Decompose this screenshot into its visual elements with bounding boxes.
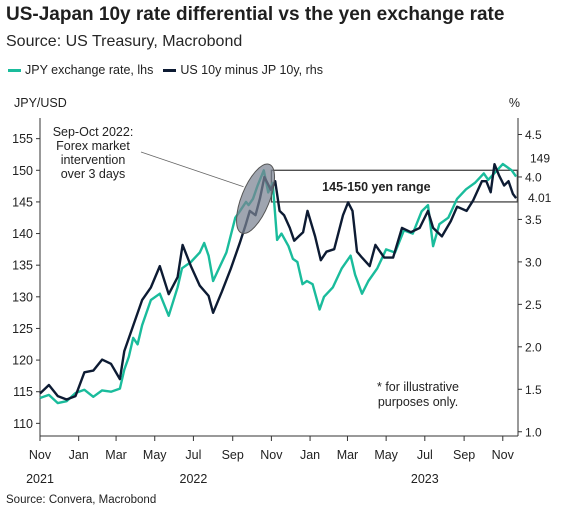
y-right-tick-label: 3.0	[525, 255, 542, 269]
y-right-tick-label: 4.0	[525, 170, 542, 184]
line-chart: JPY/USD % 110 115 120 125 130 135 140 145 150 155 1.…	[12, 96, 552, 486]
legend-label-spread: US 10y minus JP 10y, rhs	[180, 63, 323, 77]
x-tick-label: Jan	[69, 448, 89, 462]
intervention-annotation-line: Forex market	[56, 139, 130, 153]
x-tick-label: May	[374, 448, 398, 462]
y-left-tick-label: 145	[12, 195, 33, 209]
y-left-tick-label: 135	[12, 259, 33, 273]
x-tick-label: Nov	[29, 448, 52, 462]
x-tick-label: Nov	[260, 448, 283, 462]
source-footnote: Source: Convera, Macrobond	[6, 494, 157, 506]
y-right-tick-label: 1.5	[525, 383, 542, 397]
jpy-end-label: 149	[530, 152, 550, 166]
y-left-tick-label: 115	[13, 385, 33, 399]
intervention-leader-line	[140, 151, 244, 188]
x-tick-label: Sep	[222, 448, 244, 462]
y-left-tick-label: 110	[13, 417, 33, 431]
chart-subtitle: Source: US Treasury, Macrobond	[6, 33, 243, 50]
x-tick-year-label: 2022	[180, 472, 208, 486]
y-right-tick-label: 2.5	[525, 298, 542, 312]
y-left-tick-label: 125	[12, 322, 33, 336]
y-left-tick-label: 120	[12, 354, 33, 368]
x-tick-year-label: 2021	[26, 472, 54, 486]
y-right-tick-label: 2.0	[525, 340, 542, 354]
intervention-ellipse	[236, 163, 276, 234]
legend-item-spread: US 10y minus JP 10y, rhs	[163, 63, 323, 77]
y-left-tick-label: 155	[12, 132, 33, 146]
x-tick-label: Mar	[337, 448, 359, 462]
legend-item-jpy: JPY exchange rate, lhs	[8, 63, 153, 77]
x-tick-label: Nov	[492, 448, 515, 462]
y-right-tick-label: 1.0	[525, 425, 542, 439]
x-tick-year-label: 2023	[411, 472, 439, 486]
legend-swatch-jpy	[8, 68, 21, 72]
spread-end-label: 4.01	[528, 191, 552, 205]
x-tick-label: Jan	[300, 448, 320, 462]
legend-label-jpy: JPY exchange rate, lhs	[25, 63, 154, 77]
us-jp-10y-spread-line	[39, 163, 518, 401]
y-axis-right-title: %	[509, 96, 520, 110]
intervention-annotation-line: intervention	[61, 153, 126, 167]
x-tick-label: Jul	[417, 448, 433, 462]
legend-swatch-spread	[163, 68, 177, 72]
y-right-tick-label: 4.5	[525, 128, 542, 142]
x-tick-label: Sep	[453, 448, 475, 462]
intervention-annotation-line: Sep-Oct 2022:	[53, 125, 134, 139]
y-left-tick-label: 140	[12, 227, 33, 241]
y-axis-left-title: JPY/USD	[14, 96, 67, 110]
y-right-tick-label: 3.5	[525, 213, 542, 227]
x-tick-label: May	[143, 448, 167, 462]
y-left-tick-label: 130	[12, 290, 33, 304]
x-tick-label: Jul	[185, 448, 201, 462]
illustrative-note-line: * for illustrative	[377, 380, 459, 394]
yen-range-label: 145-150 yen range	[322, 180, 430, 194]
chart-title: US-Japan 10y rate differential vs the ye…	[6, 4, 505, 25]
x-tick-label: Mar	[105, 448, 127, 462]
illustrative-note-line: purposes only.	[378, 395, 458, 409]
legend: JPY exchange rate, lhs US 10y minus JP 1…	[8, 63, 333, 77]
y-left-tick-label: 150	[12, 164, 33, 178]
intervention-annotation-line: over 3 days	[61, 167, 126, 181]
